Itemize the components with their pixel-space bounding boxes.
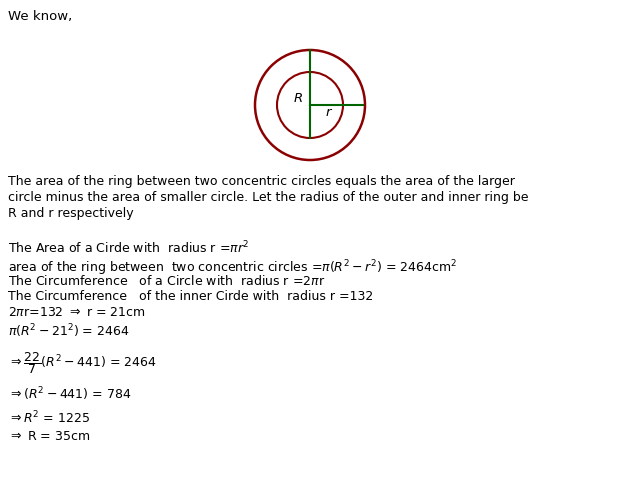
Text: $\pi\left(R^2 - 21^2\right)$ = 2464: $\pi\left(R^2 - 21^2\right)$ = 2464 — [8, 322, 129, 340]
Text: $\Rightarrow \dfrac{22}{7}\left(R^2 - 441\right)$ = 2464: $\Rightarrow \dfrac{22}{7}\left(R^2 - 44… — [8, 350, 157, 376]
Text: The Circumference   of the inner Cirde with  radius r =132: The Circumference of the inner Cirde wit… — [8, 290, 373, 303]
Text: We know,: We know, — [8, 10, 72, 23]
Text: $\Rightarrow R^2$ = 1225: $\Rightarrow R^2$ = 1225 — [8, 410, 90, 427]
Text: r: r — [325, 107, 331, 120]
Text: R and r respectively: R and r respectively — [8, 207, 134, 220]
Text: area of the ring between  two concentric circles =$\pi\left(R^2 - r^2\right)$ = : area of the ring between two concentric … — [8, 258, 457, 277]
Text: $\Rightarrow \left(R^2 - 441\right)$ = 784: $\Rightarrow \left(R^2 - 441\right)$ = 7… — [8, 385, 131, 402]
Text: $\Rightarrow$ R = 35cm: $\Rightarrow$ R = 35cm — [8, 430, 90, 443]
Text: 2$\pi$r=132 $\Rightarrow$ r = 21cm: 2$\pi$r=132 $\Rightarrow$ r = 21cm — [8, 306, 145, 319]
Text: R: R — [293, 92, 303, 105]
Text: circle minus the area of smaller circle. Let the radius of the outer and inner r: circle minus the area of smaller circle.… — [8, 191, 529, 204]
Text: The Area of a Cirde with  radius r =$\pi r^2$: The Area of a Cirde with radius r =$\pi … — [8, 240, 249, 256]
Text: The area of the ring between two concentric circles equals the area of the large: The area of the ring between two concent… — [8, 175, 515, 188]
Text: The Circumference   of a Circle with  radius r =2$\pi$r: The Circumference of a Circle with radiu… — [8, 274, 325, 288]
